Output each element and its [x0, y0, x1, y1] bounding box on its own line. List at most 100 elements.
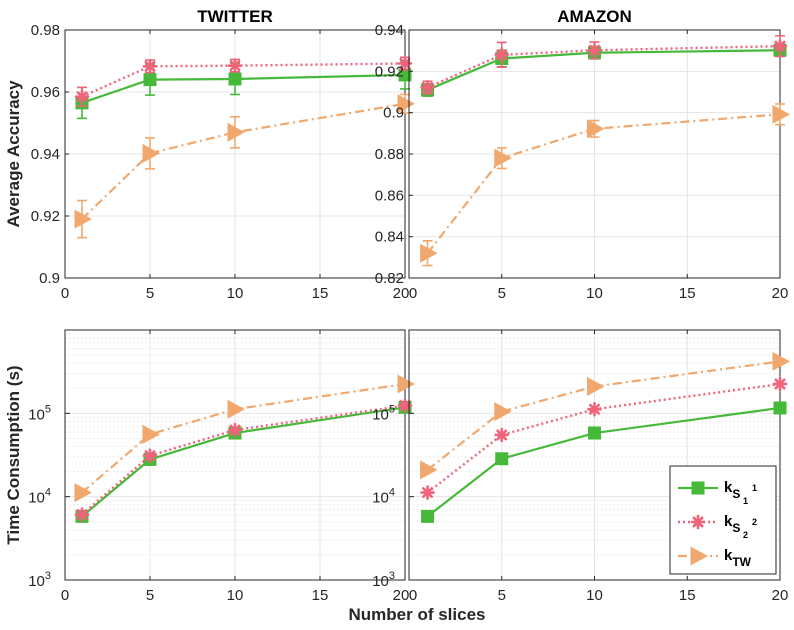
twitter-accuracy-line-tw	[81, 102, 406, 220]
amazon-accuracy-xtick-label: 20	[772, 285, 789, 302]
twitter-time-xtick-label: 15	[312, 587, 329, 604]
amazon-time-xtick-label: 15	[679, 587, 696, 604]
twitter-accuracy-point-s2	[397, 56, 413, 71]
twitter-accuracy-xtick-label: 20	[393, 285, 410, 302]
amazon-accuracy-line-tw	[426, 113, 781, 254]
legend-label-subsub: 2	[743, 530, 748, 540]
twitter-time-point-tw	[74, 483, 92, 503]
twitter-time-xtick-label: 0	[61, 587, 69, 604]
legend-box	[669, 465, 777, 575]
twitter-accuracy-ytick-label: 0.98	[31, 22, 60, 39]
legend-label-s2: kS	[724, 513, 740, 535]
amazon-accuracy-series-s2	[420, 34, 788, 95]
twitter-accuracy-point-tw	[227, 122, 245, 142]
amazon-time-point-tw	[420, 460, 438, 480]
amazon-time-xtick-label: 5	[498, 587, 506, 604]
twitter-accuracy-ytick-label: 0.92	[31, 208, 60, 225]
amazon-time-ytick-label: 103	[372, 570, 395, 590]
amazon-accuracy-series-tw	[420, 103, 790, 267]
twitter-accuracy-title: TWITTER	[197, 7, 273, 26]
amazon-accuracy-point-s2	[494, 47, 510, 63]
legend-entry-s2: kS 22	[678, 513, 757, 540]
amazon-accuracy-series-s1	[421, 43, 787, 97]
legend-marker-tw	[690, 546, 708, 566]
amazon-time-xtick-label: 0	[409, 587, 417, 604]
legend-label-sup: 1	[752, 483, 757, 493]
twitter-accuracy-series-s2	[74, 56, 413, 107]
legend-marker-s2	[690, 514, 706, 530]
amazon-accuracy-ytick-label: 0.82	[375, 270, 404, 287]
twitter-accuracy-xtick-label: 0	[61, 285, 69, 302]
twitter-time-ytick-label: 103	[28, 570, 51, 590]
panels: 0 5 10 15 200.90.920.940.960.98TWITTERAverag…	[4, 7, 790, 604]
twitter-accuracy-panel: 0 5 10 15 20 0.9 0.92 0.94 0.96 0.98 TWITTER Averag…	[4, 7, 415, 302]
twitter-time-ytick-label: 104	[28, 487, 51, 507]
twitter-accuracy-point-s2	[74, 89, 90, 104]
twitter-time-xtick-label: 20	[393, 587, 410, 604]
amazon-time-line-s1	[426, 406, 781, 518]
twitter-accuracy-ylabel: Average Accuracy	[4, 80, 23, 228]
amazon-accuracy-point-s2	[772, 38, 788, 54]
twitter-time-point-tw	[397, 374, 415, 394]
amazon-accuracy-point-tw	[494, 148, 512, 168]
twitter-time-series-s2	[74, 398, 413, 522]
amazon-time-point-tw	[494, 402, 512, 422]
twitter-accuracy-point-s1	[398, 68, 412, 82]
amazon-accuracy-ytick-label: 0.94	[375, 22, 404, 39]
twitter-time-point-s2	[74, 507, 90, 522]
twitter-accuracy-xtick-label: 10	[227, 285, 244, 302]
twitter-time-line-s1	[81, 406, 406, 518]
amazon-time-point-s2	[587, 401, 602, 417]
twitter-time-ylabel: Time Consumption (s)	[4, 365, 23, 544]
amazon-accuracy-ytick-label: 0.86	[375, 187, 404, 204]
twitter-time-series-tw	[74, 374, 415, 503]
twitter-time-grid	[64, 330, 406, 581]
twitter-accuracy-ytick-label: 0.94	[31, 146, 60, 163]
twitter-accuracy-point-s1	[143, 73, 157, 87]
amazon-time-point-tw	[587, 376, 605, 396]
twitter-accuracy-xtick-label: 5	[146, 285, 154, 302]
amazon-accuracy-line-s1	[427, 49, 781, 91]
amazon-accuracy-point-tw	[772, 104, 790, 124]
legend-entry-tw: kTW	[678, 546, 752, 569]
amazon-accuracy-point-tw	[420, 243, 438, 263]
twitter-accuracy-series-s1	[75, 60, 412, 120]
twitter-accuracy-ytick-label: 0.96	[31, 84, 60, 101]
amazon-accuracy-xtick-label: 5	[498, 285, 506, 302]
amazon-time-point-s1	[495, 452, 509, 466]
amazon-accuracy-point-tw	[587, 119, 605, 139]
legend-label-s1: kS	[724, 479, 740, 501]
amazon-time-point-s1	[421, 509, 435, 523]
twitter-accuracy-point-s2	[142, 58, 158, 74]
amazon-time-point-s2	[772, 376, 788, 392]
amazon-time-series-tw	[420, 351, 790, 480]
amazon-accuracy-title: AMAZON	[557, 7, 632, 26]
amazon-time-xtick-label: 10	[586, 587, 603, 604]
twitter-time-ytick-label: 105	[28, 403, 51, 423]
amazon-accuracy-ytick-label: 0.88	[375, 146, 404, 163]
twitter-time-point-tw	[142, 424, 160, 444]
twitter-accuracy-point-s1	[228, 72, 242, 86]
amazon-time-point-s2	[420, 485, 435, 500]
amazon-time-series-s2	[420, 376, 788, 500]
legend-marker-s1	[691, 481, 705, 495]
amazon-accuracy-ytick-label: 0.84	[375, 229, 404, 246]
amazon-time-ytick-label: 104	[372, 487, 395, 507]
twitter-time-point-s2	[142, 448, 158, 464]
amazon-accuracy-ytick-label: 0.9	[383, 105, 404, 122]
figure-xlabel: Number of slices	[349, 605, 486, 624]
amazon-time-point-s1	[588, 426, 601, 440]
amazon-accuracy-point-s2	[420, 80, 435, 95]
twitter-time-line-tw	[81, 382, 406, 494]
amazon-time-xtick-label: 20	[772, 587, 789, 604]
twitter-accuracy-point-s2	[227, 58, 243, 73]
legend-entry-s1: kS 11	[678, 479, 757, 506]
amazon-accuracy-xtick-label: 0	[409, 285, 417, 302]
amazon-time-series-s1	[421, 401, 787, 523]
amazon-accuracy-ytick-label: 0.92	[375, 63, 404, 80]
twitter-time-point-s2	[227, 422, 243, 438]
amazon-time-line-s2	[426, 382, 781, 494]
twitter-accuracy-point-tw	[397, 94, 415, 114]
